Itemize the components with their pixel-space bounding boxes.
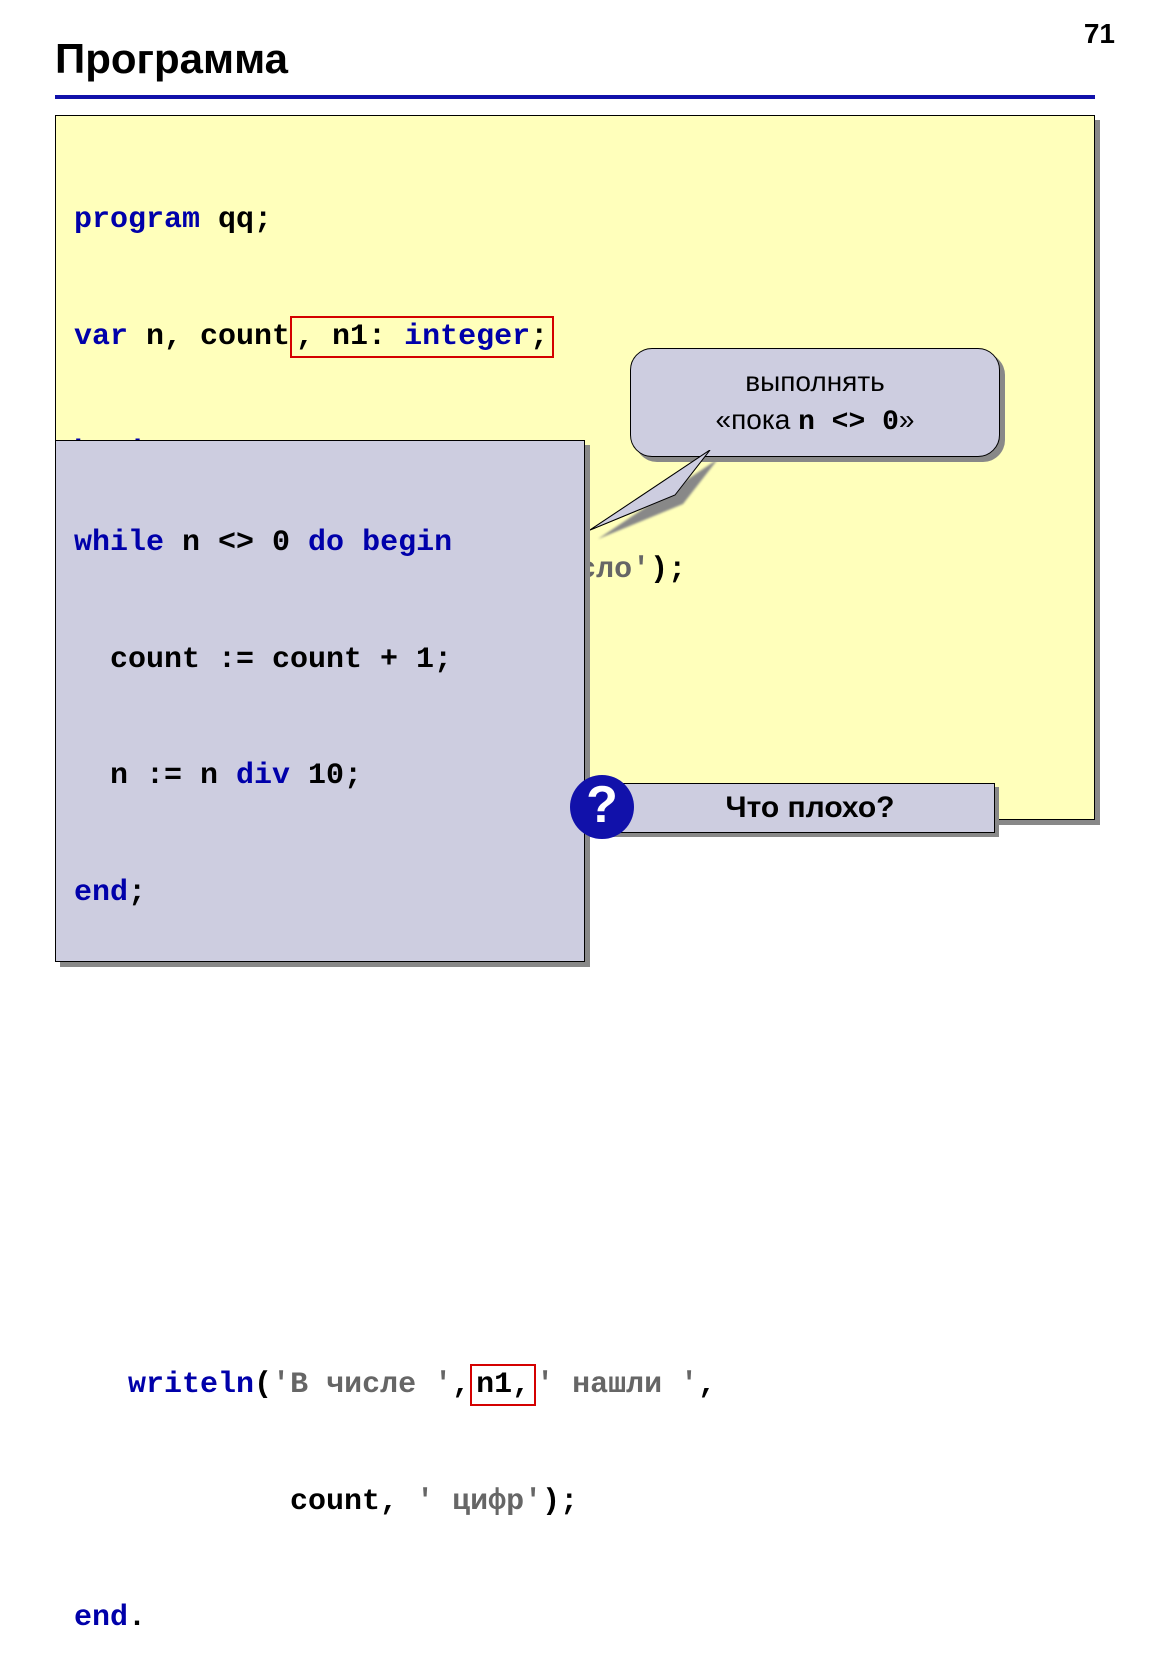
code-text: n <> 0 bbox=[164, 526, 308, 560]
page-title: Программа bbox=[55, 35, 288, 83]
code-text: ; bbox=[530, 320, 548, 354]
code-line-8 bbox=[56, 1012, 1094, 1061]
string-literal: ' нашли ' bbox=[536, 1368, 698, 1402]
code-text: count, bbox=[74, 1485, 416, 1519]
code-text bbox=[344, 526, 362, 560]
code-text: , n1: bbox=[296, 320, 404, 354]
kw-end: end bbox=[74, 876, 128, 910]
callout-text: «пока bbox=[716, 404, 799, 435]
page-number: 71 bbox=[1084, 18, 1115, 50]
kw-end: end bbox=[74, 1601, 128, 1635]
loop-line-4: end; bbox=[74, 869, 566, 918]
code-text: qq; bbox=[200, 203, 272, 237]
code-line-1: program qq; bbox=[56, 196, 1094, 245]
callout-line2: «пока n <> 0» bbox=[641, 401, 989, 442]
code-text: ( bbox=[254, 1368, 272, 1402]
kw-do: do bbox=[308, 526, 344, 560]
string-literal: ' цифр' bbox=[416, 1485, 542, 1519]
code-text: , bbox=[452, 1368, 470, 1402]
code-text: ); bbox=[542, 1485, 578, 1519]
loop-line-3: n := n div 10; bbox=[74, 752, 566, 801]
callout-box: выполнять «пока n <> 0» bbox=[630, 348, 1000, 457]
title-rule bbox=[55, 95, 1095, 99]
kw-writeln: writeln bbox=[128, 1368, 254, 1402]
code-text: n, count bbox=[128, 320, 290, 354]
code-line-11: writeln('В числе ',n1,' нашли ', bbox=[56, 1361, 1094, 1410]
kw-program: program bbox=[74, 203, 200, 237]
code-text: n := n bbox=[74, 759, 236, 793]
question-badge-icon: ? bbox=[570, 775, 634, 839]
callout-text: » bbox=[899, 404, 915, 435]
code-line-13: end. bbox=[56, 1594, 1094, 1643]
kw-div: div bbox=[236, 759, 290, 793]
code-line-9 bbox=[56, 1128, 1094, 1177]
callout-line1: выполнять bbox=[641, 363, 989, 401]
loop-panel: while n <> 0 do begin count := count + 1… bbox=[55, 440, 585, 962]
question-box: Что плохо? bbox=[605, 783, 995, 833]
code-line-10 bbox=[56, 1245, 1094, 1294]
kw-while: while bbox=[74, 526, 164, 560]
kw-var: var bbox=[74, 320, 128, 354]
code-text: . bbox=[128, 1601, 146, 1635]
code-text: , bbox=[698, 1368, 716, 1402]
loop-line-1: while n <> 0 do begin bbox=[74, 519, 566, 568]
callout-mono: n <> 0 bbox=[798, 407, 899, 438]
code-text: 10; bbox=[290, 759, 362, 793]
loop-line-2: count := count + 1; bbox=[74, 636, 566, 685]
string-literal: 'В числе ' bbox=[272, 1368, 452, 1402]
kw-integer: integer bbox=[404, 320, 530, 354]
kw-begin: begin bbox=[362, 526, 452, 560]
callout-tail-icon bbox=[590, 450, 740, 570]
code-line-12: count, ' цифр'); bbox=[56, 1478, 1094, 1527]
highlight-n1-out: n1, bbox=[470, 1364, 536, 1406]
code-text: ; bbox=[128, 876, 146, 910]
highlight-n1-integer: , n1: integer; bbox=[290, 316, 554, 358]
